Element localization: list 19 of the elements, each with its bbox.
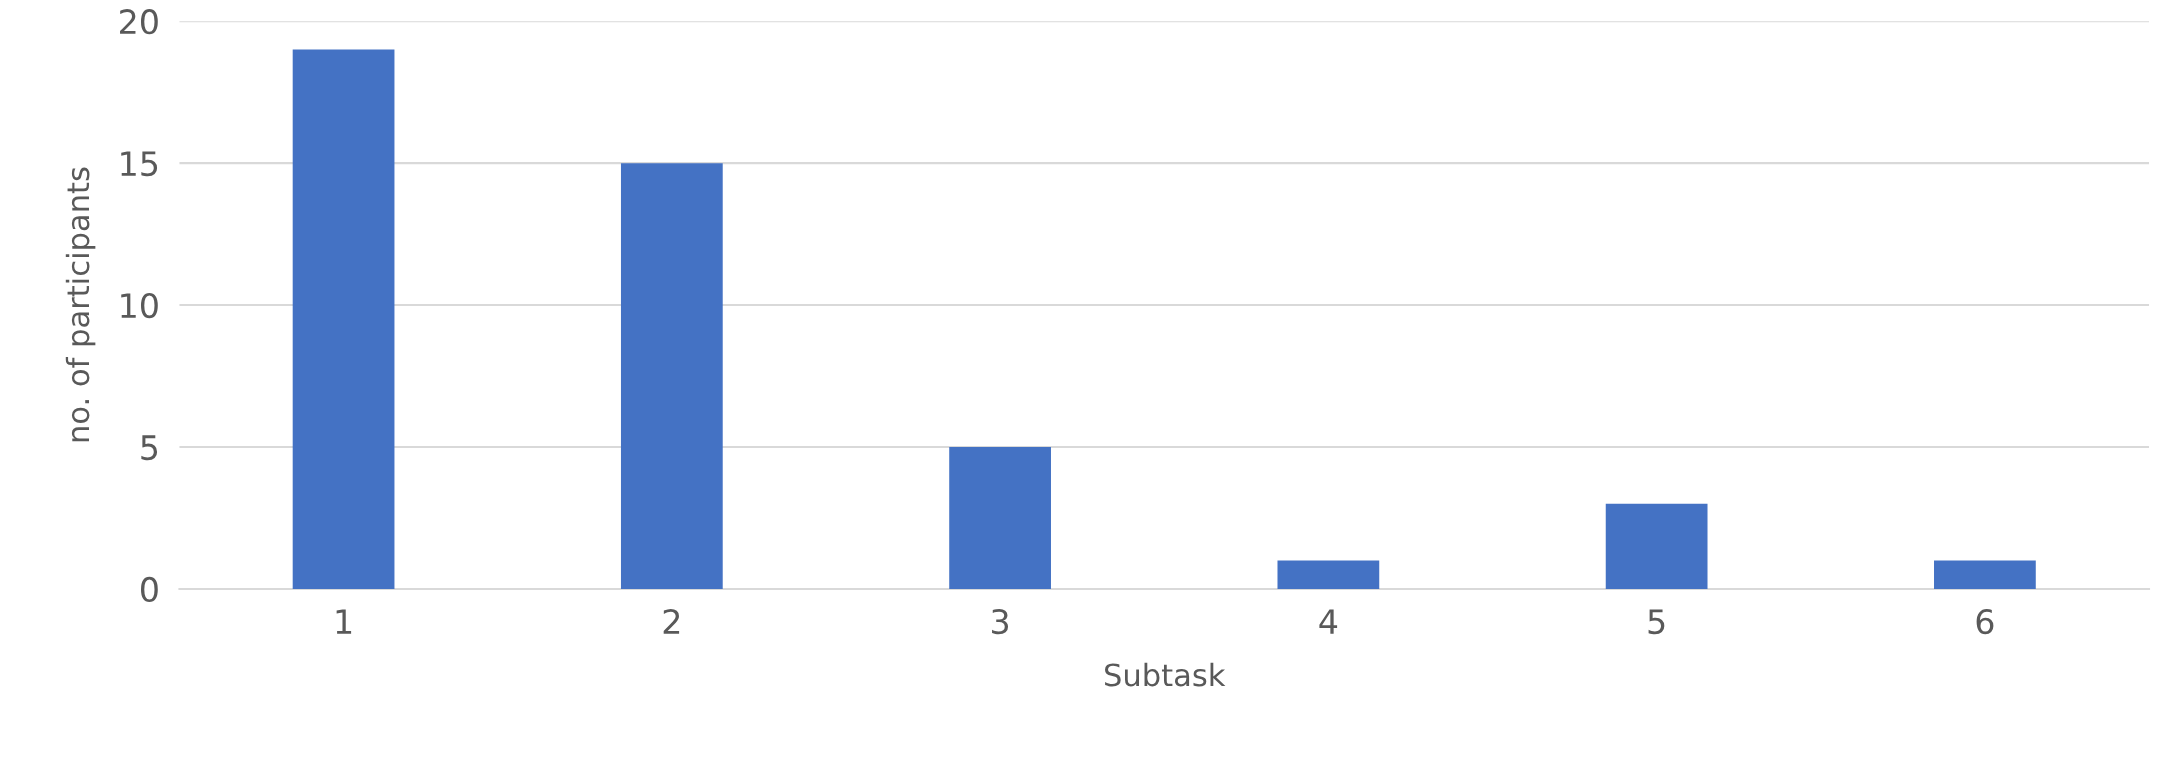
y-axis-title: no. of participants: [65, 167, 96, 442]
x-tick-label: 5: [1648, 609, 1665, 635]
bar: [1605, 503, 1708, 589]
bar: [1277, 560, 1380, 589]
bar: [292, 49, 395, 589]
y-tick-label: 5: [141, 435, 158, 461]
bar: [949, 447, 1051, 589]
x-axis-title: Subtask: [1105, 662, 1226, 687]
y-tick-label: 10: [121, 293, 158, 319]
x-tick-label: 1: [336, 609, 352, 634]
x-tick-label: 3: [992, 608, 1009, 635]
x-tick-label: 2: [663, 608, 680, 634]
bar: [1934, 560, 2036, 589]
bar: [620, 163, 723, 589]
y-tick-label: 20: [120, 9, 158, 35]
x-tick-label: 4: [1319, 609, 1338, 634]
x-tick-label: 6: [1976, 608, 1994, 635]
y-tick-label: 15: [121, 151, 158, 177]
y-tick-label: 0: [140, 576, 158, 603]
